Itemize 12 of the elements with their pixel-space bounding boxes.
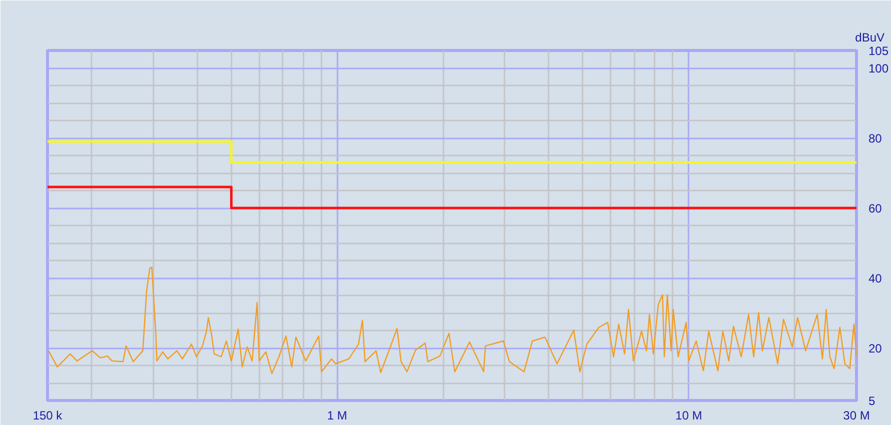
x-tick-label: 10 M xyxy=(675,408,702,422)
y-tick-label: 20 xyxy=(868,342,882,356)
y-tick-label: 80 xyxy=(868,132,882,146)
x-tick-label: 1 M xyxy=(327,408,348,422)
y-tick-label: 40 xyxy=(868,272,882,286)
y-tick-label: 60 xyxy=(868,202,882,216)
x-tick-label: 30 M xyxy=(843,408,870,422)
y-axis-title: dBuV xyxy=(855,30,885,44)
y-tick-label: 5 xyxy=(868,394,876,408)
y-tick-label: 105 xyxy=(868,44,889,58)
x-tick-label: 150 k xyxy=(32,408,64,422)
y-tick-label: 100 xyxy=(868,62,889,76)
